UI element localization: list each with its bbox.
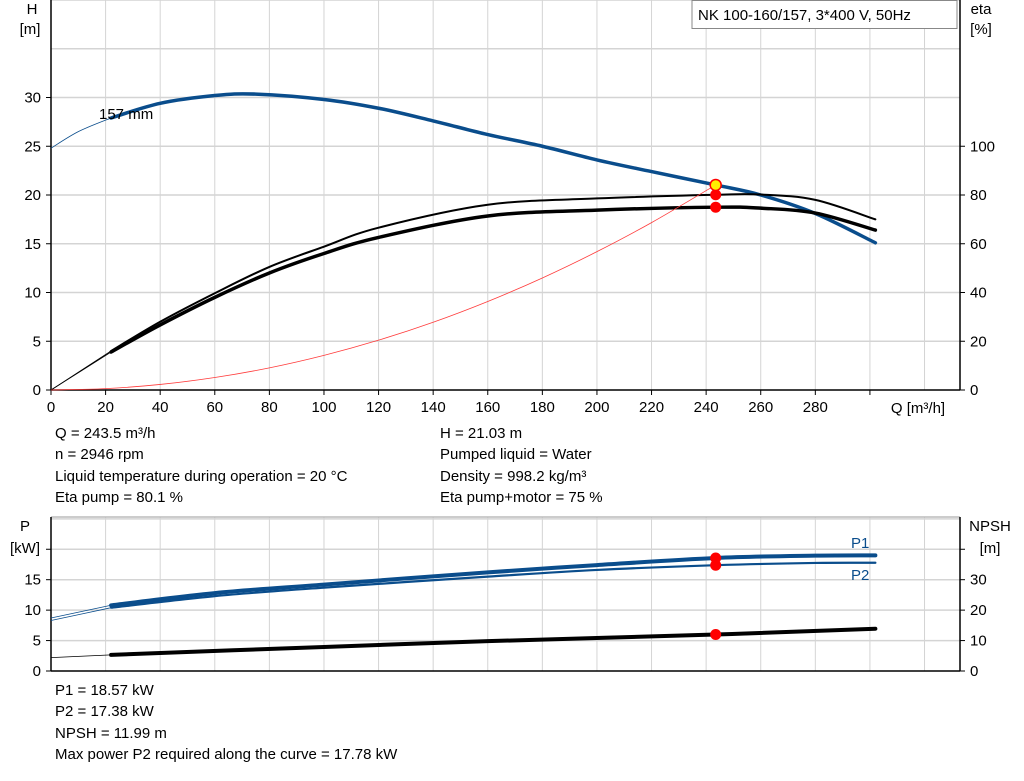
y-tick-label: 10 xyxy=(24,602,41,619)
x-tick-label: 120 xyxy=(366,399,391,416)
x-tick-label: 180 xyxy=(530,399,555,416)
y2-tick-label: 0 xyxy=(970,382,978,399)
x-tick-label: 220 xyxy=(639,399,664,416)
head-axis-title: H xyxy=(27,1,38,18)
operating-point-marker xyxy=(710,559,722,571)
legend-box: NK 100-160/157, 3*400 V, 50Hz xyxy=(691,0,958,29)
x-tick-label: 140 xyxy=(421,399,446,416)
operating-point-marker xyxy=(710,189,722,201)
x-tick-label: 0 xyxy=(47,399,55,416)
eta-axis-title: eta xyxy=(971,1,993,18)
npsh-curve-extension xyxy=(50,654,112,658)
eta-total-curve-extension xyxy=(50,351,112,391)
y-tick-label: 30 xyxy=(24,90,41,107)
p2-value: P2 = 17.38 kW xyxy=(55,703,154,721)
system-curve xyxy=(50,184,716,391)
eta-axis-unit: [%] xyxy=(970,21,992,38)
y-tick-label: 15 xyxy=(24,236,41,253)
y2-tick-label: 60 xyxy=(970,236,987,253)
x-tick-label: 80 xyxy=(261,399,278,416)
y-tick-label: 0 xyxy=(33,663,41,680)
y2-tick-label: 30 xyxy=(970,572,987,589)
x-tick-label: 60 xyxy=(206,399,223,416)
p2-curve xyxy=(110,561,877,609)
eta-total-curve xyxy=(109,205,878,354)
impeller-diameter-label: 157 mm xyxy=(99,106,153,123)
duty-info-left: Q = 243.5 m³/h n = 2946 rpm Liquid tempe… xyxy=(55,423,347,508)
operating-point-marker xyxy=(710,629,722,641)
x-tick-label: 200 xyxy=(584,399,609,416)
y2-tick-label: 0 xyxy=(970,663,978,680)
x-tick-label: 40 xyxy=(152,399,169,416)
npsh-curve xyxy=(109,626,878,657)
pumped-liquid-value: Pumped liquid = Water xyxy=(440,446,592,464)
npsh-value: NPSH = 11.99 m xyxy=(55,724,167,742)
x-tick-label: 260 xyxy=(748,399,773,416)
eta-pump-curve xyxy=(110,193,877,352)
y-tick-label: 0 xyxy=(33,382,41,399)
p1-curve-label: P1 xyxy=(851,535,869,552)
density-value: Density = 998.2 kg/m³ xyxy=(440,467,587,485)
y2-tick-label: 100 xyxy=(970,138,995,155)
power-info: P1 = 18.57 kW P2 = 17.38 kW NPSH = 11.99… xyxy=(55,680,397,765)
x-tick-label: 240 xyxy=(694,399,719,416)
axes xyxy=(46,0,965,672)
y2-tick-label: 10 xyxy=(970,633,987,650)
pump-model-label: NK 100-160/157, 3*400 V, 50Hz xyxy=(698,7,911,24)
flow-axis-title: Q [m³/h] xyxy=(891,400,945,417)
duty-point-marker xyxy=(709,178,722,192)
markers-layer xyxy=(709,178,722,641)
y2-tick-label: 80 xyxy=(970,187,987,204)
eta-total-value: Eta pump+motor = 75 % xyxy=(440,488,603,506)
x-tick-label: 20 xyxy=(97,399,114,416)
power-axis-title: P xyxy=(20,518,30,535)
eta-pump-value: Eta pump = 80.1 % xyxy=(55,488,183,506)
p2-curve-extension xyxy=(50,607,112,621)
y-tick-label: 5 xyxy=(33,333,41,350)
head-value: H = 21.03 m xyxy=(440,425,523,442)
x-tick-label: 280 xyxy=(803,399,828,416)
p1-curve-extension xyxy=(50,604,112,619)
operating-point-marker xyxy=(710,201,722,213)
y-tick-label: 15 xyxy=(24,572,41,589)
series-layer xyxy=(50,92,878,658)
x-tick-label: 100 xyxy=(311,399,336,416)
power-axis-unit: [kW] xyxy=(10,540,40,557)
157-mm-curve xyxy=(109,92,878,245)
x-tick-label: 160 xyxy=(475,399,500,416)
flow-value: Q = 243.5 m³/h xyxy=(55,425,156,442)
duty-info-right: H = 21.03 m Pumped liquid = Water Densit… xyxy=(440,423,603,508)
head-axis-unit: [m] xyxy=(20,21,41,38)
y-tick-label: 25 xyxy=(24,138,41,155)
max-p2-value: Max power P2 required along the curve = … xyxy=(55,745,398,763)
y-tick-label: 20 xyxy=(24,187,41,204)
y-tick-label: 10 xyxy=(24,285,41,302)
p1-curve xyxy=(109,553,878,608)
npsh-axis-unit: [m] xyxy=(980,540,1001,557)
y2-tick-label: 40 xyxy=(970,285,987,302)
p1-value: P1 = 18.57 kW xyxy=(55,682,154,699)
y2-tick-label: 20 xyxy=(970,333,987,350)
p2-curve-label: P2 xyxy=(851,567,869,584)
liquid-temperature-value: Liquid temperature during operation = 20… xyxy=(55,467,348,485)
y2-tick-label: 20 xyxy=(970,602,987,619)
npsh-axis-title: NPSH xyxy=(969,518,1011,535)
157-mm-curve-extension xyxy=(50,117,112,149)
y-tick-label: 5 xyxy=(33,633,41,650)
speed-value: n = 2946 rpm xyxy=(55,446,144,464)
